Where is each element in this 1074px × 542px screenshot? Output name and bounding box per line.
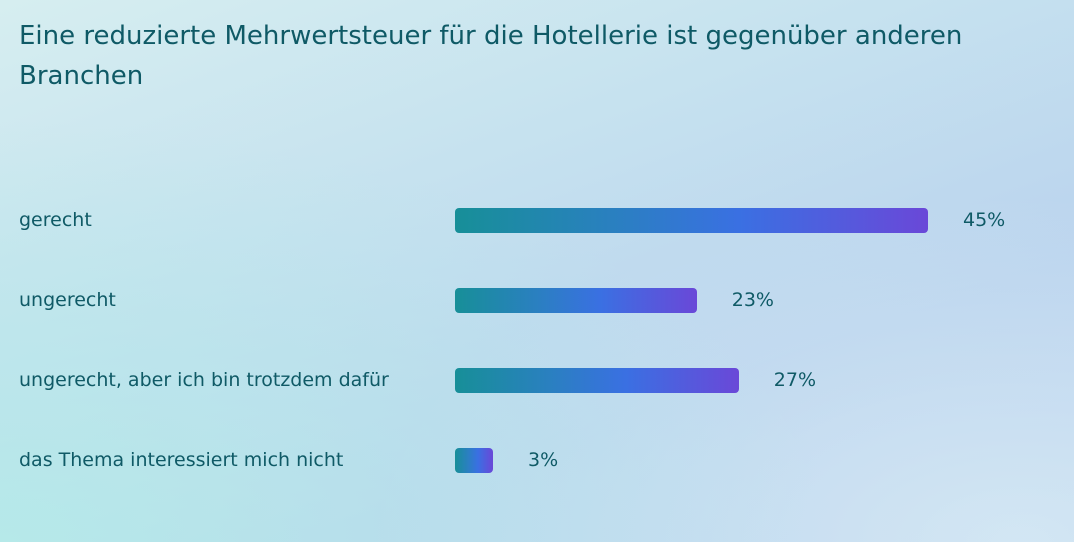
bar-row: ungerecht 23% xyxy=(0,285,1074,315)
chart-title: Eine reduzierte Mehrwertsteuer für die H… xyxy=(19,21,963,91)
value-label: 27% xyxy=(773,369,817,391)
value-label: 45% xyxy=(963,209,1006,231)
category-label: ungerecht xyxy=(19,289,116,311)
bar xyxy=(455,208,928,233)
value-label: 3% xyxy=(528,449,559,471)
bar-row: das Thema interessiert mich nicht 3% xyxy=(0,445,1074,475)
category-label: das Thema interessiert mich nicht xyxy=(19,449,344,471)
bar-row: gerecht 45% xyxy=(0,205,1074,235)
bar xyxy=(455,368,739,393)
bar-row: ungerecht, aber ich bin trotzdem dafür 27… xyxy=(0,365,1074,395)
category-label: gerecht xyxy=(19,209,92,231)
bar xyxy=(455,288,697,313)
value-label: 23% xyxy=(731,289,774,311)
category-label: ungerecht, aber ich bin trotzdem dafür xyxy=(19,369,389,391)
bar xyxy=(455,448,493,473)
